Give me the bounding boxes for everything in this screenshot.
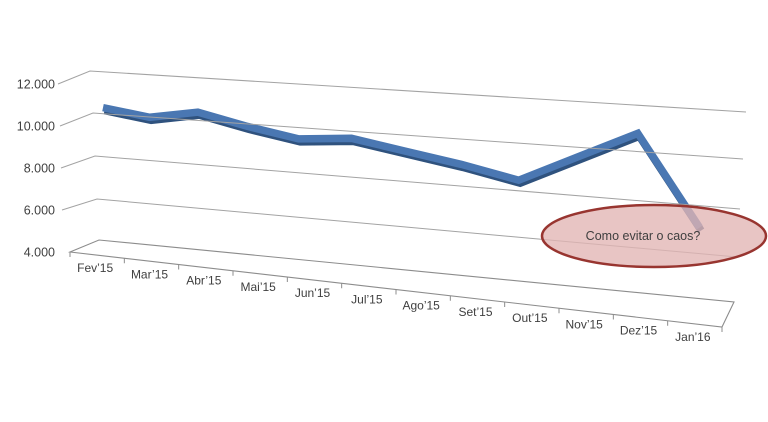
x-tick-label: Out’15 xyxy=(512,311,548,325)
x-tick-label: Mai’15 xyxy=(240,280,276,294)
y-tick-label: 10.000 xyxy=(17,120,55,134)
value-gridline xyxy=(59,112,744,160)
chart-plot-area: 4.000 6.000 8.000 10.000 12.000 Fev’15 Mar’15 A… xyxy=(17,70,747,344)
x-tick-label: Fev’15 xyxy=(77,261,113,275)
x-tick-label: Dez’15 xyxy=(620,324,658,338)
value-gridline xyxy=(60,155,741,210)
series-line xyxy=(102,103,703,230)
y-tick-label: 4.000 xyxy=(24,246,55,260)
x-tick-label: Set’15 xyxy=(458,305,492,319)
x-tick-label: Abr’15 xyxy=(186,274,221,288)
x-tick-label: Jul’15 xyxy=(351,292,383,306)
y-tick-label: 8.000 xyxy=(24,162,55,176)
annotation-ellipse-group xyxy=(540,203,768,269)
annotation-ellipse xyxy=(540,203,768,269)
x-tick-label: Ago’15 xyxy=(402,299,440,313)
x-tick-label: Mar’15 xyxy=(131,267,168,281)
x-tick-label: Jan’16 xyxy=(675,330,711,344)
annotation-text: Como evitar o caos? xyxy=(586,229,701,243)
value-gridline xyxy=(61,198,738,258)
x-tick-label: Nov’15 xyxy=(565,317,603,331)
x-tick-label: Jun’15 xyxy=(295,286,331,300)
y-tick-label: 6.000 xyxy=(24,204,55,218)
y-tick-label: 12.000 xyxy=(17,78,55,92)
value-gridline xyxy=(57,70,747,113)
